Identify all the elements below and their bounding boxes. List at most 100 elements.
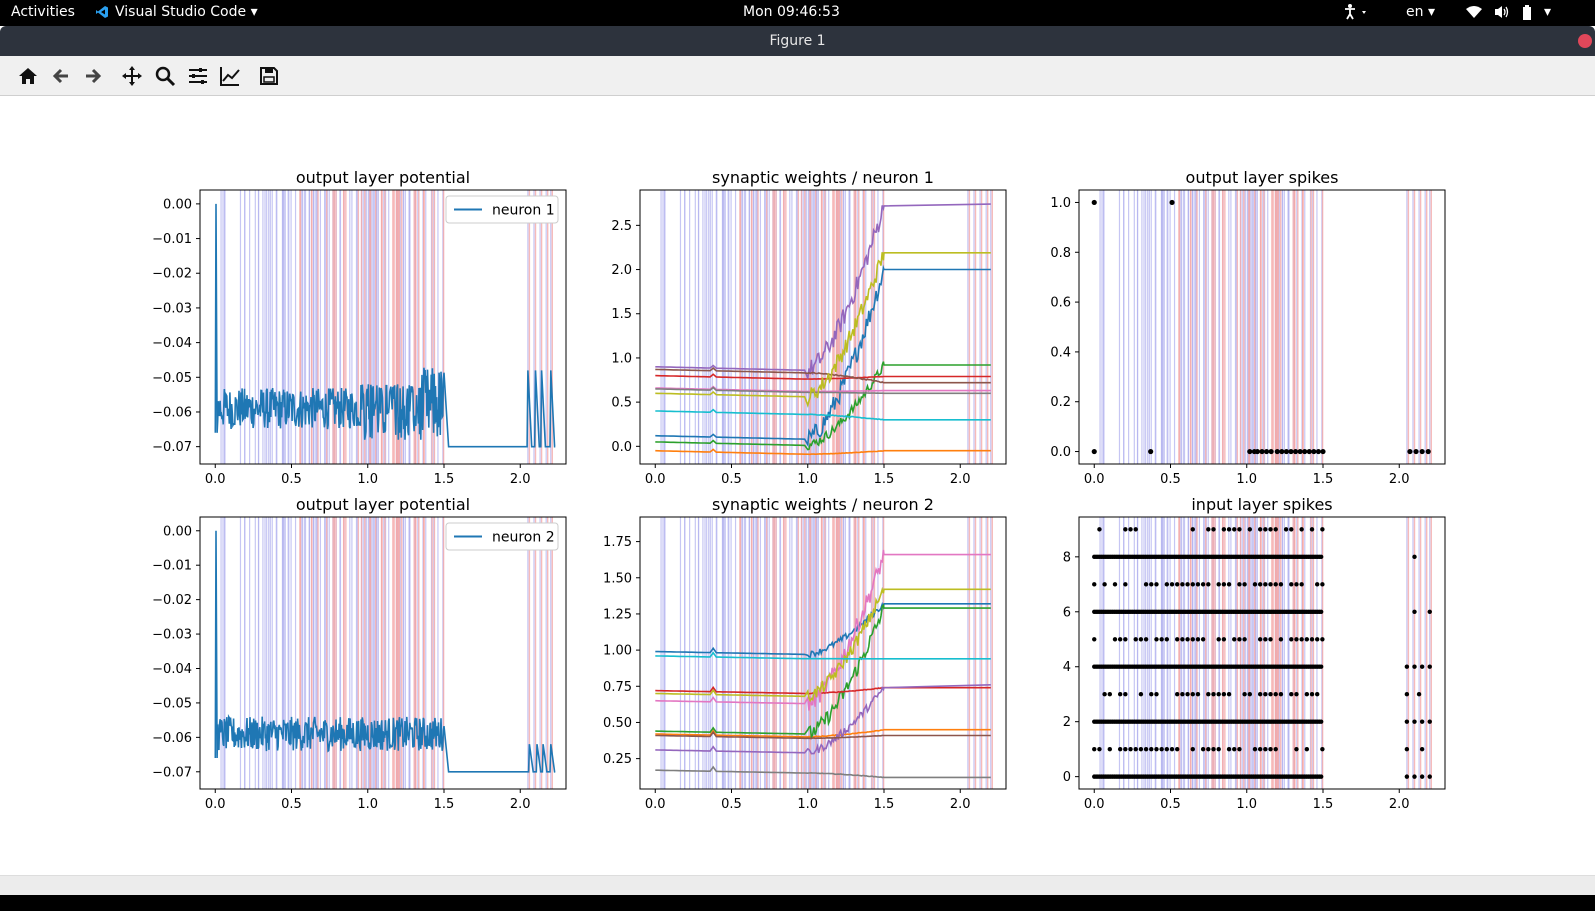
weight-line-8 [655, 765, 991, 779]
input-spike-point [1123, 692, 1128, 697]
x-tick-label: 0.5 [721, 472, 742, 487]
input-spike-point [1112, 582, 1118, 587]
system-menu-button[interactable]: ▾ [1544, 4, 1552, 20]
x-tick-label: 1.5 [1313, 797, 1334, 812]
spike-point [1292, 448, 1299, 455]
input-spike-point [1159, 746, 1164, 752]
subplot-title: output layer potential [296, 495, 470, 514]
input-spike-point [1092, 582, 1097, 587]
input-spike-point [1289, 582, 1294, 587]
x-tick-label: 2.0 [950, 797, 971, 812]
input-spike-point [1138, 692, 1144, 697]
input-spike-point [1309, 527, 1315, 532]
x-tick-label: 0.0 [205, 472, 226, 487]
y-tick-label: 0.6 [1050, 296, 1071, 311]
input-spike-point [1257, 527, 1263, 532]
spike-point [1425, 448, 1431, 455]
weight-line-10 [655, 408, 991, 421]
input-spike-point [1216, 637, 1221, 642]
input-spike-point [1315, 582, 1320, 587]
language-selector[interactable]: en ▾ [1406, 4, 1435, 20]
input-spike-point [1283, 527, 1289, 532]
home-icon[interactable] [17, 65, 39, 87]
input-spike-point [1206, 582, 1211, 587]
input-spike-point [1268, 692, 1273, 697]
axes-frame [639, 516, 1007, 790]
subplot-4: neuron 2 output layer potential 0.0 0.5 1.0 1… [152, 495, 567, 812]
figure-canvas[interactable]: neuron 1 output layer potential 0.0 0.5 1.0 1… [0, 96, 1595, 875]
edit-axis-icon[interactable] [219, 65, 241, 87]
input-spike-point [1252, 582, 1258, 587]
input-spike-point [1133, 746, 1138, 752]
input-spike-point [1263, 527, 1268, 532]
input-spike-point [1175, 582, 1180, 587]
activities-button[interactable]: Activities [11, 4, 75, 20]
spike-point [1311, 448, 1317, 455]
input-spike-point [1412, 609, 1417, 614]
input-spike-point [1221, 527, 1227, 532]
y-tick-label: 1.75 [603, 535, 632, 550]
configure-subplots-icon[interactable] [187, 65, 209, 87]
volume-icon[interactable] [1494, 5, 1510, 23]
y-tick-label: −0.06 [152, 405, 192, 420]
input-spike-point [1242, 692, 1247, 697]
close-window-button[interactable] [1578, 34, 1592, 48]
input-spike-point [1268, 527, 1273, 532]
input-spike-point [1299, 582, 1304, 587]
y-tick-label: 0 [1063, 770, 1071, 785]
x-tick-label: 0.0 [645, 472, 666, 487]
save-icon[interactable] [258, 65, 280, 87]
input-spike-point [1278, 637, 1284, 642]
x-tick-label: 0.5 [1160, 797, 1181, 812]
input-spike-point [1404, 746, 1410, 752]
y-tick-label: 8 [1063, 550, 1071, 565]
weight-line-3 [655, 603, 991, 740]
spike-point [1091, 199, 1097, 206]
weight-line-1 [655, 601, 991, 659]
input-spike-point [1315, 637, 1320, 642]
input-spike-point [1133, 527, 1138, 532]
x-tick-label: 1.5 [434, 797, 455, 812]
input-spike-point [1404, 692, 1410, 697]
spike-point [1413, 448, 1419, 455]
plot-area [1092, 517, 1432, 789]
weight-line-5 [655, 203, 991, 379]
matplotlib-toolbar [0, 56, 1595, 96]
x-tick-label: 2.0 [950, 472, 971, 487]
input-spike-point [1273, 582, 1278, 587]
forward-icon[interactable] [82, 65, 104, 87]
y-tick-label: −0.06 [152, 731, 192, 746]
weight-line-9 [655, 586, 991, 703]
y-tick-label: 0.50 [603, 716, 632, 731]
input-spike-point [1190, 746, 1195, 752]
spike-point [1297, 448, 1303, 455]
clock[interactable]: Mon 09:46:53 [743, 4, 840, 20]
battery-icon[interactable] [1522, 5, 1532, 24]
input-spike-point [1180, 582, 1185, 587]
input-spike-point [1185, 692, 1190, 697]
zoom-icon[interactable] [154, 65, 176, 87]
input-spike-point [1263, 637, 1268, 642]
figure-svg: neuron 1 output layer potential 0.0 0.5 1.0 1… [152, 168, 1446, 812]
accessibility-icon[interactable] [1343, 3, 1371, 25]
input-spike-point [1273, 746, 1278, 752]
input-spike-point [1143, 582, 1149, 587]
window-title: Figure 1 [769, 33, 826, 49]
input-spike-point [1128, 746, 1133, 752]
input-spike-point [1092, 746, 1097, 752]
input-spike-point [1320, 582, 1325, 587]
input-spike-point [1242, 637, 1247, 642]
input-spike-point [1195, 582, 1201, 587]
wifi-icon[interactable] [1466, 5, 1482, 23]
input-spike-point [1169, 582, 1175, 587]
input-spike-point [1273, 527, 1278, 532]
input-spike-point [1412, 774, 1417, 779]
screen-bottom-edge [0, 895, 1595, 911]
pan-icon[interactable] [121, 65, 143, 87]
app-menu-button[interactable]: Visual Studio Code ▾ [115, 4, 258, 20]
back-icon[interactable] [50, 65, 72, 87]
weight-line-2 [655, 448, 991, 456]
input-spike-point [1221, 637, 1227, 642]
spike-point [1169, 199, 1175, 206]
x-tick-label: 2.0 [510, 472, 531, 487]
